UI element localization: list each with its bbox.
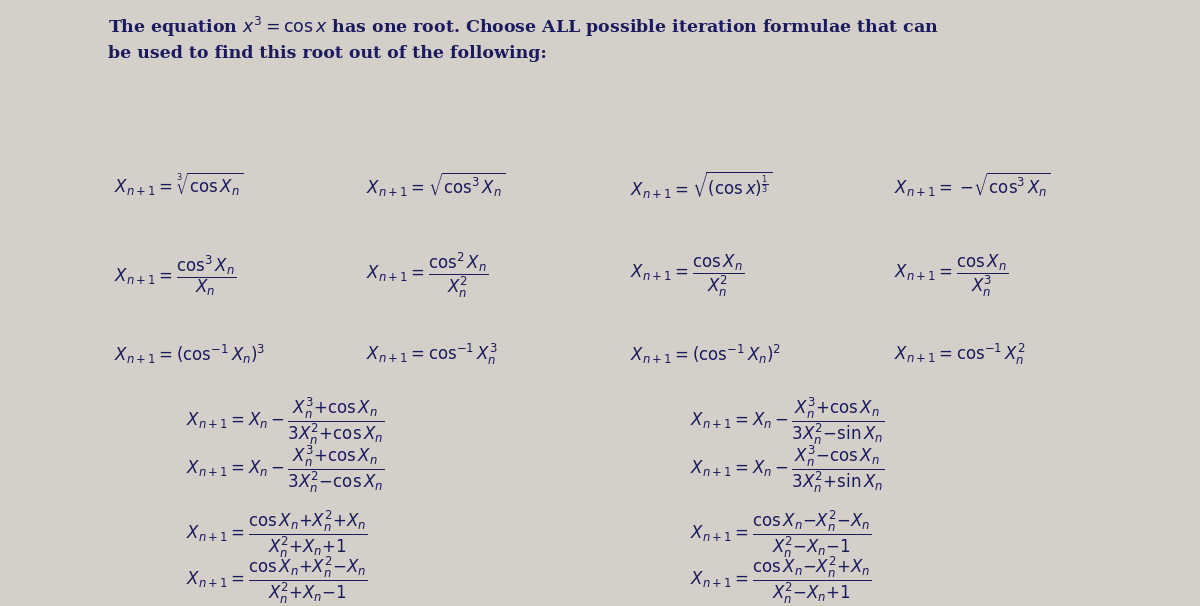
Text: $X_{n+1} = X_n - \dfrac{X_n^3{-}\cos X_n}{3X_n^2{+}\sin X_n}$: $X_{n+1} = X_n - \dfrac{X_n^3{-}\cos X_n… xyxy=(690,444,884,495)
Text: $X_{n+1} = \dfrac{\cos X_n{+}X_n^2{+}X_n}{X_n^2{+}X_n{+}1}$: $X_{n+1} = \dfrac{\cos X_n{+}X_n^2{+}X_n… xyxy=(186,509,367,560)
Text: $X_{n+1} = \dfrac{\cos X_n{-}X_n^2{+}X_n}{X_n^2{-}X_n{+}1}$: $X_{n+1} = \dfrac{\cos X_n{-}X_n^2{+}X_n… xyxy=(690,555,871,606)
Text: $X_{n+1} = X_n - \dfrac{X_n^3{+}\cos X_n}{3X_n^2{+}\cos X_n}$: $X_{n+1} = X_n - \dfrac{X_n^3{+}\cos X_n… xyxy=(186,396,385,447)
Text: $X_{n+1} = (\cos^{-1} X_n)^3$: $X_{n+1} = (\cos^{-1} X_n)^3$ xyxy=(114,343,265,366)
Text: $X_{n+1} = \sqrt{\cos^3 X_n}$: $X_{n+1} = \sqrt{\cos^3 X_n}$ xyxy=(366,171,505,199)
Text: $X_{n+1} = \dfrac{\cos X_n{+}X_n^2{-}X_n}{X_n^2{+}X_n{-}1}$: $X_{n+1} = \dfrac{\cos X_n{+}X_n^2{-}X_n… xyxy=(186,555,367,606)
Text: $X_{n+1} = \sqrt[3]{\cos X_n}$: $X_{n+1} = \sqrt[3]{\cos X_n}$ xyxy=(114,171,244,198)
Text: $X_{n+1} = (\cos^{-1} X_n)^2$: $X_{n+1} = (\cos^{-1} X_n)^2$ xyxy=(630,343,781,366)
Text: $X_{n+1} = X_n - \dfrac{X_n^3{+}\cos X_n}{3X_n^2{-}\cos X_n}$: $X_{n+1} = X_n - \dfrac{X_n^3{+}\cos X_n… xyxy=(186,444,385,495)
Text: $X_{n+1} = \dfrac{\cos X_n}{X_n^3}$: $X_{n+1} = \dfrac{\cos X_n}{X_n^3}$ xyxy=(894,253,1008,299)
Text: $X_{n+1} = \dfrac{\cos X_n}{X_n^2}$: $X_{n+1} = \dfrac{\cos X_n}{X_n^2}$ xyxy=(630,253,744,299)
Text: $X_{n+1} = X_n - \dfrac{X_n^3{+}\cos X_n}{3X_n^2{-}\sin X_n}$: $X_{n+1} = X_n - \dfrac{X_n^3{+}\cos X_n… xyxy=(690,396,884,447)
Text: $X_{n+1} = \dfrac{\cos^3 X_n}{X_n}$: $X_{n+1} = \dfrac{\cos^3 X_n}{X_n}$ xyxy=(114,253,236,298)
Text: be used to find this root out of the following:: be used to find this root out of the fol… xyxy=(108,45,547,62)
Text: $X_{n+1} = \dfrac{\cos^2 X_n}{X_n^2}$: $X_{n+1} = \dfrac{\cos^2 X_n}{X_n^2}$ xyxy=(366,251,488,301)
Text: $X_{n+1} = \dfrac{\cos X_n{-}X_n^2{-}X_n}{X_n^2{-}X_n{-}1}$: $X_{n+1} = \dfrac{\cos X_n{-}X_n^2{-}X_n… xyxy=(690,509,871,560)
Text: $X_{n+1} = -\!\sqrt{\cos^3 X_n}$: $X_{n+1} = -\!\sqrt{\cos^3 X_n}$ xyxy=(894,171,1051,199)
Text: $X_{n+1} = \cos^{-1} X_n^{2}$: $X_{n+1} = \cos^{-1} X_n^{2}$ xyxy=(894,342,1026,367)
Text: $X_{n+1} = \sqrt{(\cos x)^{\frac{1}{3}}}$: $X_{n+1} = \sqrt{(\cos x)^{\frac{1}{3}}}… xyxy=(630,169,773,201)
Text: $X_{n+1} = \cos^{-1} X_n^{3}$: $X_{n+1} = \cos^{-1} X_n^{3}$ xyxy=(366,342,498,367)
Text: The equation $x^3 = \cos x$ has one root. Choose ALL possible iteration formulae: The equation $x^3 = \cos x$ has one root… xyxy=(108,15,938,39)
